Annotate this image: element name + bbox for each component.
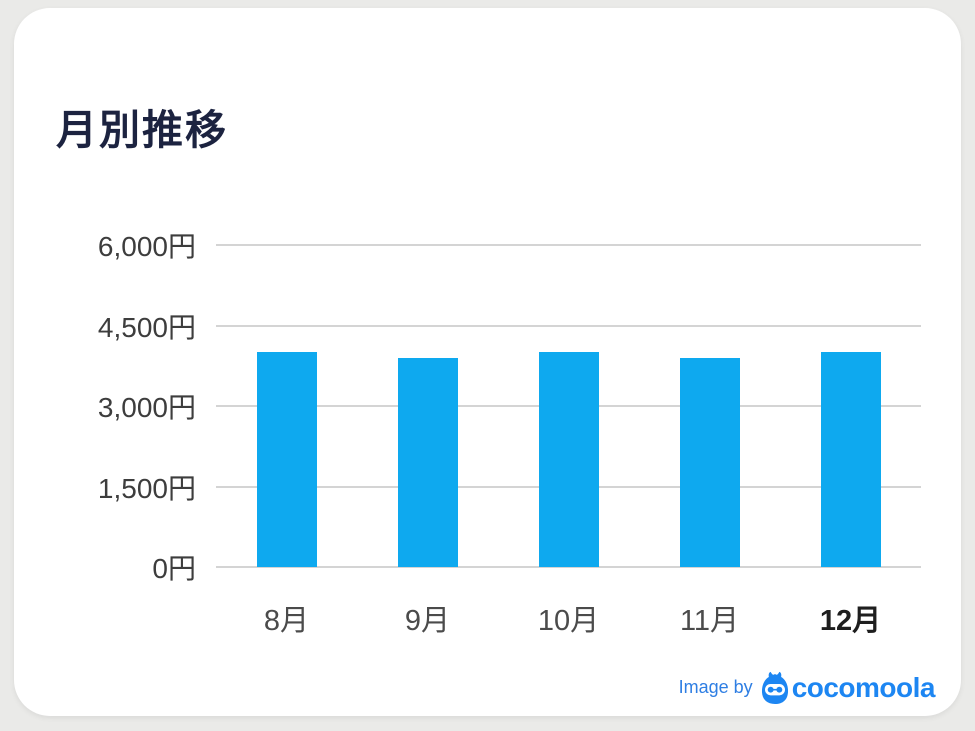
y-axis-tick-label: 1,500円 [97,472,196,504]
gridline [216,324,921,327]
brand-name-label: cocomoola [791,671,936,703]
bar-series [216,245,921,567]
bar-11月 [679,357,740,567]
credit-prefix-label: Image by [678,677,753,697]
bar-10月 [538,352,599,567]
x-axis-label-12月: 12月 [819,605,882,637]
image-credit: Image by cocomoola [678,671,936,704]
x-axis-label-10月: 10月 [537,605,600,637]
x-axis: 8月 9月 10月 11月 12月 [216,597,921,639]
bar-8月 [256,352,317,567]
x-axis-label-9月: 9月 [404,605,451,637]
gridline [216,244,921,246]
page-title: 月別推移 [56,107,228,153]
bar-slot [216,245,357,567]
x-axis-label-11月: 11月 [679,605,740,637]
bar-slot [639,245,780,567]
y-axis-tick-label: 3,000円 [97,392,196,423]
y-axis-tick-label: 0円 [152,553,196,584]
bar-slot [780,245,921,567]
gridline [216,566,921,568]
bar-slot [357,245,498,567]
bar-12月 [820,352,881,567]
bar-slot [498,245,639,567]
chart-card: 月別推移 6,000円 4,500円 3,000円 1,500円 0円 8月 9月 10月 1… [14,8,961,716]
x-axis-label-8月: 8月 [263,605,310,637]
brand-logo: cocomoola [760,671,936,704]
money-bag-mascot-icon [761,671,788,704]
bar-9月 [397,357,458,567]
y-axis-tick-label: 6,000円 [97,231,196,262]
y-axis-tick-label: 4,500円 [97,311,196,343]
y-axis: 6,000円 4,500円 3,000円 1,500円 0円 [14,231,196,584]
bar-chart-plot-area [216,244,921,568]
